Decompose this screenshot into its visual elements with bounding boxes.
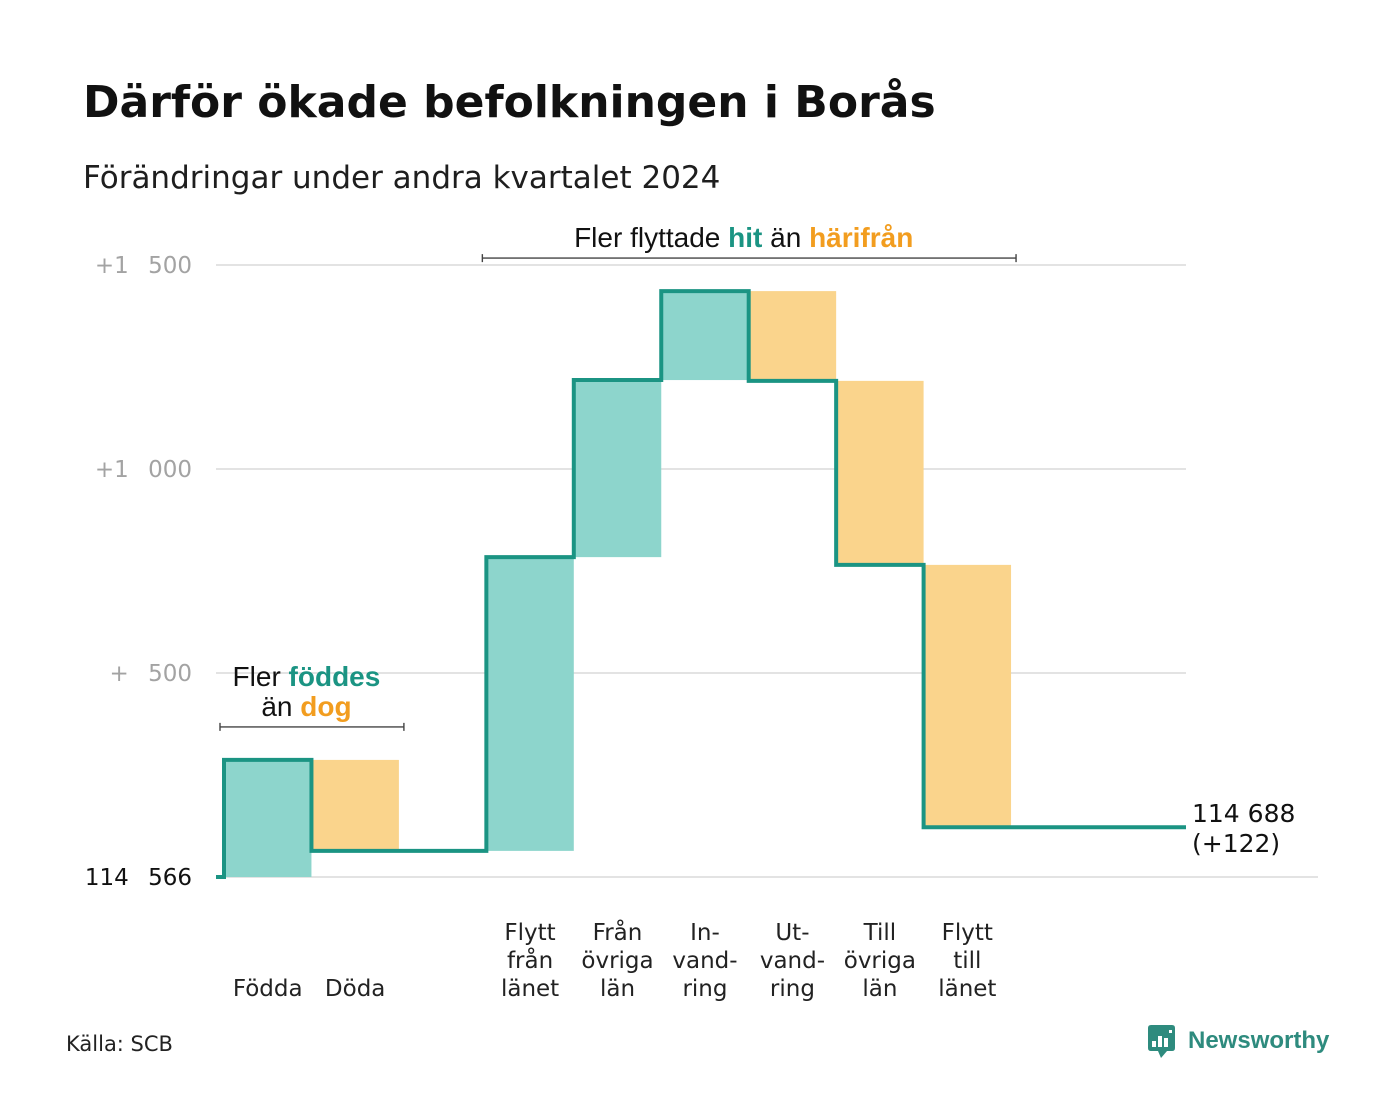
annotation-line: Fler föddes [233, 661, 381, 692]
waterfall-bar-utvandring [748, 291, 837, 381]
category-label-line: vand- [760, 948, 825, 974]
group-bracket [219, 722, 405, 731]
annotation-text: än [762, 222, 809, 253]
end-population-value: 114 688 [1192, 799, 1295, 828]
category-label-line: Från [593, 918, 643, 946]
annotation-highlight: föddes [289, 661, 381, 692]
annotation-text: Fler flyttade [574, 222, 728, 253]
waterfall-bar-fodda [224, 759, 312, 877]
newsworthy-logo-icon [1148, 1025, 1175, 1058]
end-population-label: 114 688(+122) [1192, 799, 1295, 858]
baseline-population-label: 114 566 [85, 865, 192, 891]
cumulative-step-line [216, 289, 1186, 879]
brand-logo: Newsworthy [1148, 1025, 1330, 1058]
category-label-line: Döda [325, 976, 385, 1002]
chart-title: Därför ökade befolkningen i Borås [83, 77, 936, 128]
gridlines [216, 264, 1318, 878]
waterfall-bar-doda [311, 759, 399, 851]
waterfall-bar-flytt-fran-lanet [486, 557, 574, 851]
category-label-line: ring [682, 976, 727, 1002]
annotation-text: än [261, 691, 300, 722]
brand-name: Newsworthy [1188, 1027, 1330, 1054]
category-label-line: Ut- [775, 920, 809, 946]
category-label-line: ring [770, 976, 815, 1002]
category-label-line: Födda [233, 976, 303, 1002]
category-label-doda: Döda [325, 976, 385, 1002]
y-axis-labels: 114 566 + 500 +1 000 +1 500 [85, 253, 192, 891]
category-label-line: länet [501, 976, 559, 1002]
category-label-line: till [953, 948, 981, 974]
waterfall-bar-fran-ovriga-lan [573, 380, 662, 558]
annotation-highlight: hit [728, 222, 762, 253]
category-label-line: vand- [672, 948, 737, 974]
category-label-line: län [600, 976, 635, 1002]
category-label-utvandring: Ut-vand-ring [760, 920, 825, 1002]
category-label-line: övriga [844, 948, 916, 974]
annotation-line: än dog [261, 691, 351, 722]
waterfall-bars [224, 291, 1012, 877]
y-tick-label: +1 500 [95, 253, 192, 279]
annotation-text: Fler [233, 661, 289, 692]
source-note: Källa: SCB [66, 1032, 173, 1056]
y-tick-label: +1 000 [95, 457, 192, 483]
annotation-highlight: härifrån [809, 222, 913, 253]
chart-subtitle: Förändringar under andra kvartalet 2024 [83, 160, 720, 196]
category-labels: Födda DödaFlyttfrånlänetFrånövrigalänIn-v… [233, 918, 997, 1002]
waterfall-bar-invandring [661, 291, 749, 381]
category-label-line: In- [690, 920, 720, 946]
category-label-line: Flytt [942, 920, 993, 946]
category-label-line: länet [938, 976, 996, 1002]
annotation-highlight: dog [300, 691, 351, 722]
waterfall-bar-flytt-till-lanet [923, 564, 1012, 828]
category-label-invandring: In-vand-ring [672, 920, 737, 1002]
category-label-fodda: Födda [233, 976, 303, 1002]
category-label-line: län [862, 976, 897, 1002]
waterfall-bar-till-ovriga-lan [836, 380, 924, 565]
category-label-line: från [507, 946, 553, 974]
category-label-line: Flytt [504, 920, 555, 946]
category-label-line: Till [863, 920, 897, 946]
annotation-line: Fler flyttade hit än härifrån [574, 222, 913, 253]
group-annotation: Fler flyttade hit än härifrån [481, 222, 1017, 263]
end-population-change: (+122) [1192, 829, 1280, 858]
category-label-line: övriga [581, 948, 653, 974]
group-bracket [481, 254, 1017, 263]
y-tick-label: + 500 [110, 661, 192, 687]
